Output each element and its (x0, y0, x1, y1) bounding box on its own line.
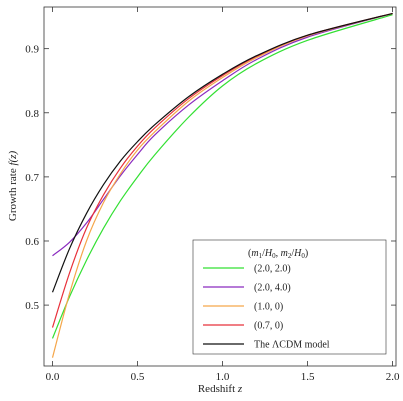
legend-box (192, 239, 387, 355)
series-layer (51, 12, 393, 358)
legend-title: (m1/H0, m2/H0) (248, 248, 308, 260)
legend-label-1: (2.0, 2.0) (254, 264, 291, 275)
y-tick-label: 0.5 (25, 300, 39, 312)
series-line-3 (51, 12, 393, 358)
x-tick-label: 0.0 (46, 371, 60, 383)
series-line-2 (52, 12, 393, 257)
y-axis-title: Growth rate f(z) (7, 151, 19, 222)
x-tick-label: 1.5 (301, 371, 315, 383)
axis-ticks: 0.0 0.5 1.0 1.5 2.0 0.5 0.6 0.7 0.8 0.9 (25, 7, 400, 383)
y-tick-label: 0.7 (25, 172, 39, 184)
y-tick-label: 0.9 (25, 44, 39, 56)
y-tick-label: 0.8 (25, 108, 39, 120)
legend-label-4: (0.7, 0) (254, 321, 283, 332)
legend-label-2: (2.0, 4.0) (254, 283, 291, 294)
legend: (m1/H0, m2/H0) (2.0, 2.0) (2.0, 4.0) (1.0,… (192, 239, 387, 355)
x-tick-label: 2.0 (386, 371, 400, 383)
legend-entries: (2.0, 2.0) (2.0, 4.0) (1.0, 0) (0.7, 0) The … (203, 264, 330, 351)
legend-label-5: The ΛCDM model (254, 340, 330, 351)
x-tick-label: 1.0 (216, 371, 230, 383)
plot-frame (43, 6, 397, 367)
series-line-1 (51, 14, 393, 339)
x-axis-title: Redshift z (198, 383, 243, 395)
legend-label-3: (1.0, 0) (254, 302, 283, 313)
y-tick-label: 0.6 (25, 236, 39, 248)
series-line-5 (51, 12, 393, 293)
x-tick-label: 0.5 (131, 371, 145, 383)
